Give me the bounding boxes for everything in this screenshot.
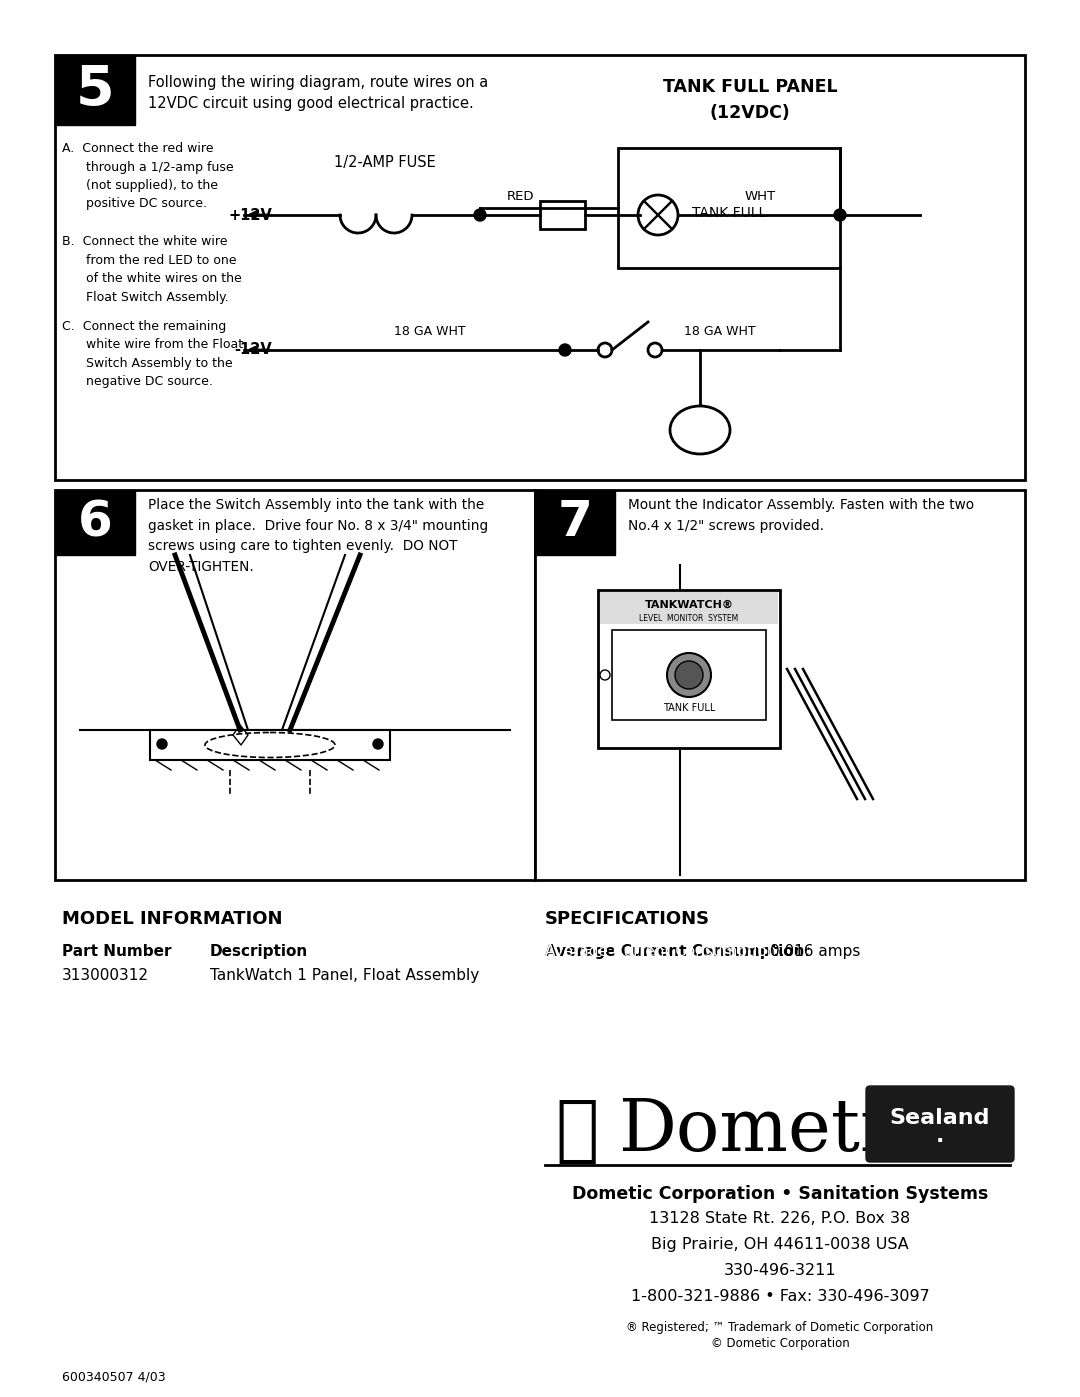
Text: 18 GA WHT: 18 GA WHT — [685, 326, 756, 338]
Text: +12V: +12V — [228, 208, 272, 222]
Text: TANK FULL: TANK FULL — [692, 205, 766, 219]
Bar — [55, 54, 1025, 481]
Text: Average Current Consumption:  0.016 amps: Average Current Consumption: 0.016 amps — [545, 944, 881, 958]
Text: B.  Connect the white wire
      from the red LED to one
      of the white wire: B. Connect the white wire from the red L… — [62, 235, 242, 303]
Text: A.  Connect the red wire
      through a 1/2-amp fuse
      (not supplied), to t: A. Connect the red wire through a 1/2-am… — [62, 142, 233, 211]
Text: 18 GA WHT: 18 GA WHT — [394, 326, 465, 338]
Text: C.  Connect the remaining
      white wire from the Float
      Switch Assembly : C. Connect the remaining white wire from… — [62, 320, 243, 388]
Text: 600340507 4/03: 600340507 4/03 — [62, 1370, 165, 1383]
Text: Sealand: Sealand — [890, 1108, 990, 1127]
Text: TANKWATCH®: TANKWATCH® — [645, 599, 733, 610]
Bar — [55, 490, 535, 880]
Bar — [598, 590, 780, 747]
Bar — [55, 490, 135, 555]
Bar — [150, 731, 390, 760]
Circle shape — [834, 210, 846, 221]
Text: ®: ® — [975, 1095, 1003, 1122]
Bar — [535, 490, 1025, 880]
Text: Average Current Consumption:: Average Current Consumption: — [545, 944, 811, 958]
Bar — [600, 592, 778, 624]
Text: SPECIFICATIONS: SPECIFICATIONS — [545, 909, 711, 928]
Text: Dometic: Dometic — [618, 1095, 923, 1165]
Text: 1-800-321-9886 • Fax: 330-496-3097: 1-800-321-9886 • Fax: 330-496-3097 — [631, 1289, 930, 1303]
Text: Mount the Indicator Assembly. Fasten with the two
No.4 x 1/2" screws provided.: Mount the Indicator Assembly. Fasten wit… — [627, 497, 974, 532]
Text: LEVEL  MONITOR  SYSTEM: LEVEL MONITOR SYSTEM — [639, 615, 739, 623]
Bar — [55, 54, 135, 124]
Text: RED: RED — [507, 190, 534, 203]
Bar — [612, 630, 766, 719]
Circle shape — [667, 652, 711, 697]
Text: -12V: -12V — [234, 342, 272, 358]
Text: Big Prairie, OH 44611-0038 USA: Big Prairie, OH 44611-0038 USA — [651, 1236, 909, 1252]
Text: .: . — [935, 1126, 944, 1146]
Text: Dometic Corporation • Sanitation Systems: Dometic Corporation • Sanitation Systems — [571, 1185, 988, 1203]
Text: 6: 6 — [78, 499, 112, 546]
Circle shape — [373, 739, 383, 749]
Text: TANK FULL PANEL
(12VDC): TANK FULL PANEL (12VDC) — [663, 78, 837, 123]
Bar — [618, 148, 840, 268]
Text: 330-496-3211: 330-496-3211 — [724, 1263, 836, 1278]
Text: TankWatch 1 Panel, Float Assembly: TankWatch 1 Panel, Float Assembly — [210, 968, 480, 983]
Circle shape — [675, 661, 703, 689]
Text: Part Number: Part Number — [62, 944, 172, 958]
Text: ⓘ: ⓘ — [555, 1095, 598, 1165]
Text: 5: 5 — [76, 63, 114, 117]
Text: TANK FULL: TANK FULL — [663, 703, 715, 712]
Circle shape — [474, 210, 486, 221]
Text: Description: Description — [210, 944, 308, 958]
Circle shape — [157, 739, 167, 749]
Text: 0.016 amps: 0.016 amps — [770, 944, 861, 958]
Text: 7: 7 — [557, 499, 593, 546]
Text: ® Registered; ™ Trademark of Dometic Corporation: ® Registered; ™ Trademark of Dometic Cor… — [626, 1322, 933, 1334]
Text: WHT: WHT — [744, 190, 775, 203]
FancyBboxPatch shape — [866, 1085, 1014, 1162]
Text: © Dometic Corporation: © Dometic Corporation — [711, 1337, 849, 1350]
Bar — [535, 490, 615, 555]
Text: 313000312: 313000312 — [62, 968, 149, 983]
Text: Following the wiring diagram, route wires on a
12VDC circuit using good electric: Following the wiring diagram, route wire… — [148, 75, 488, 110]
Text: 1/2-AMP FUSE: 1/2-AMP FUSE — [334, 155, 436, 170]
Text: MODEL INFORMATION: MODEL INFORMATION — [62, 909, 283, 928]
Circle shape — [559, 344, 571, 356]
Text: Place the Switch Assembly into the tank with the
gasket in place.  Drive four No: Place the Switch Assembly into the tank … — [148, 497, 488, 574]
Text: 13128 State Rt. 226, P.O. Box 38: 13128 State Rt. 226, P.O. Box 38 — [649, 1211, 910, 1227]
Bar — [540, 201, 585, 229]
